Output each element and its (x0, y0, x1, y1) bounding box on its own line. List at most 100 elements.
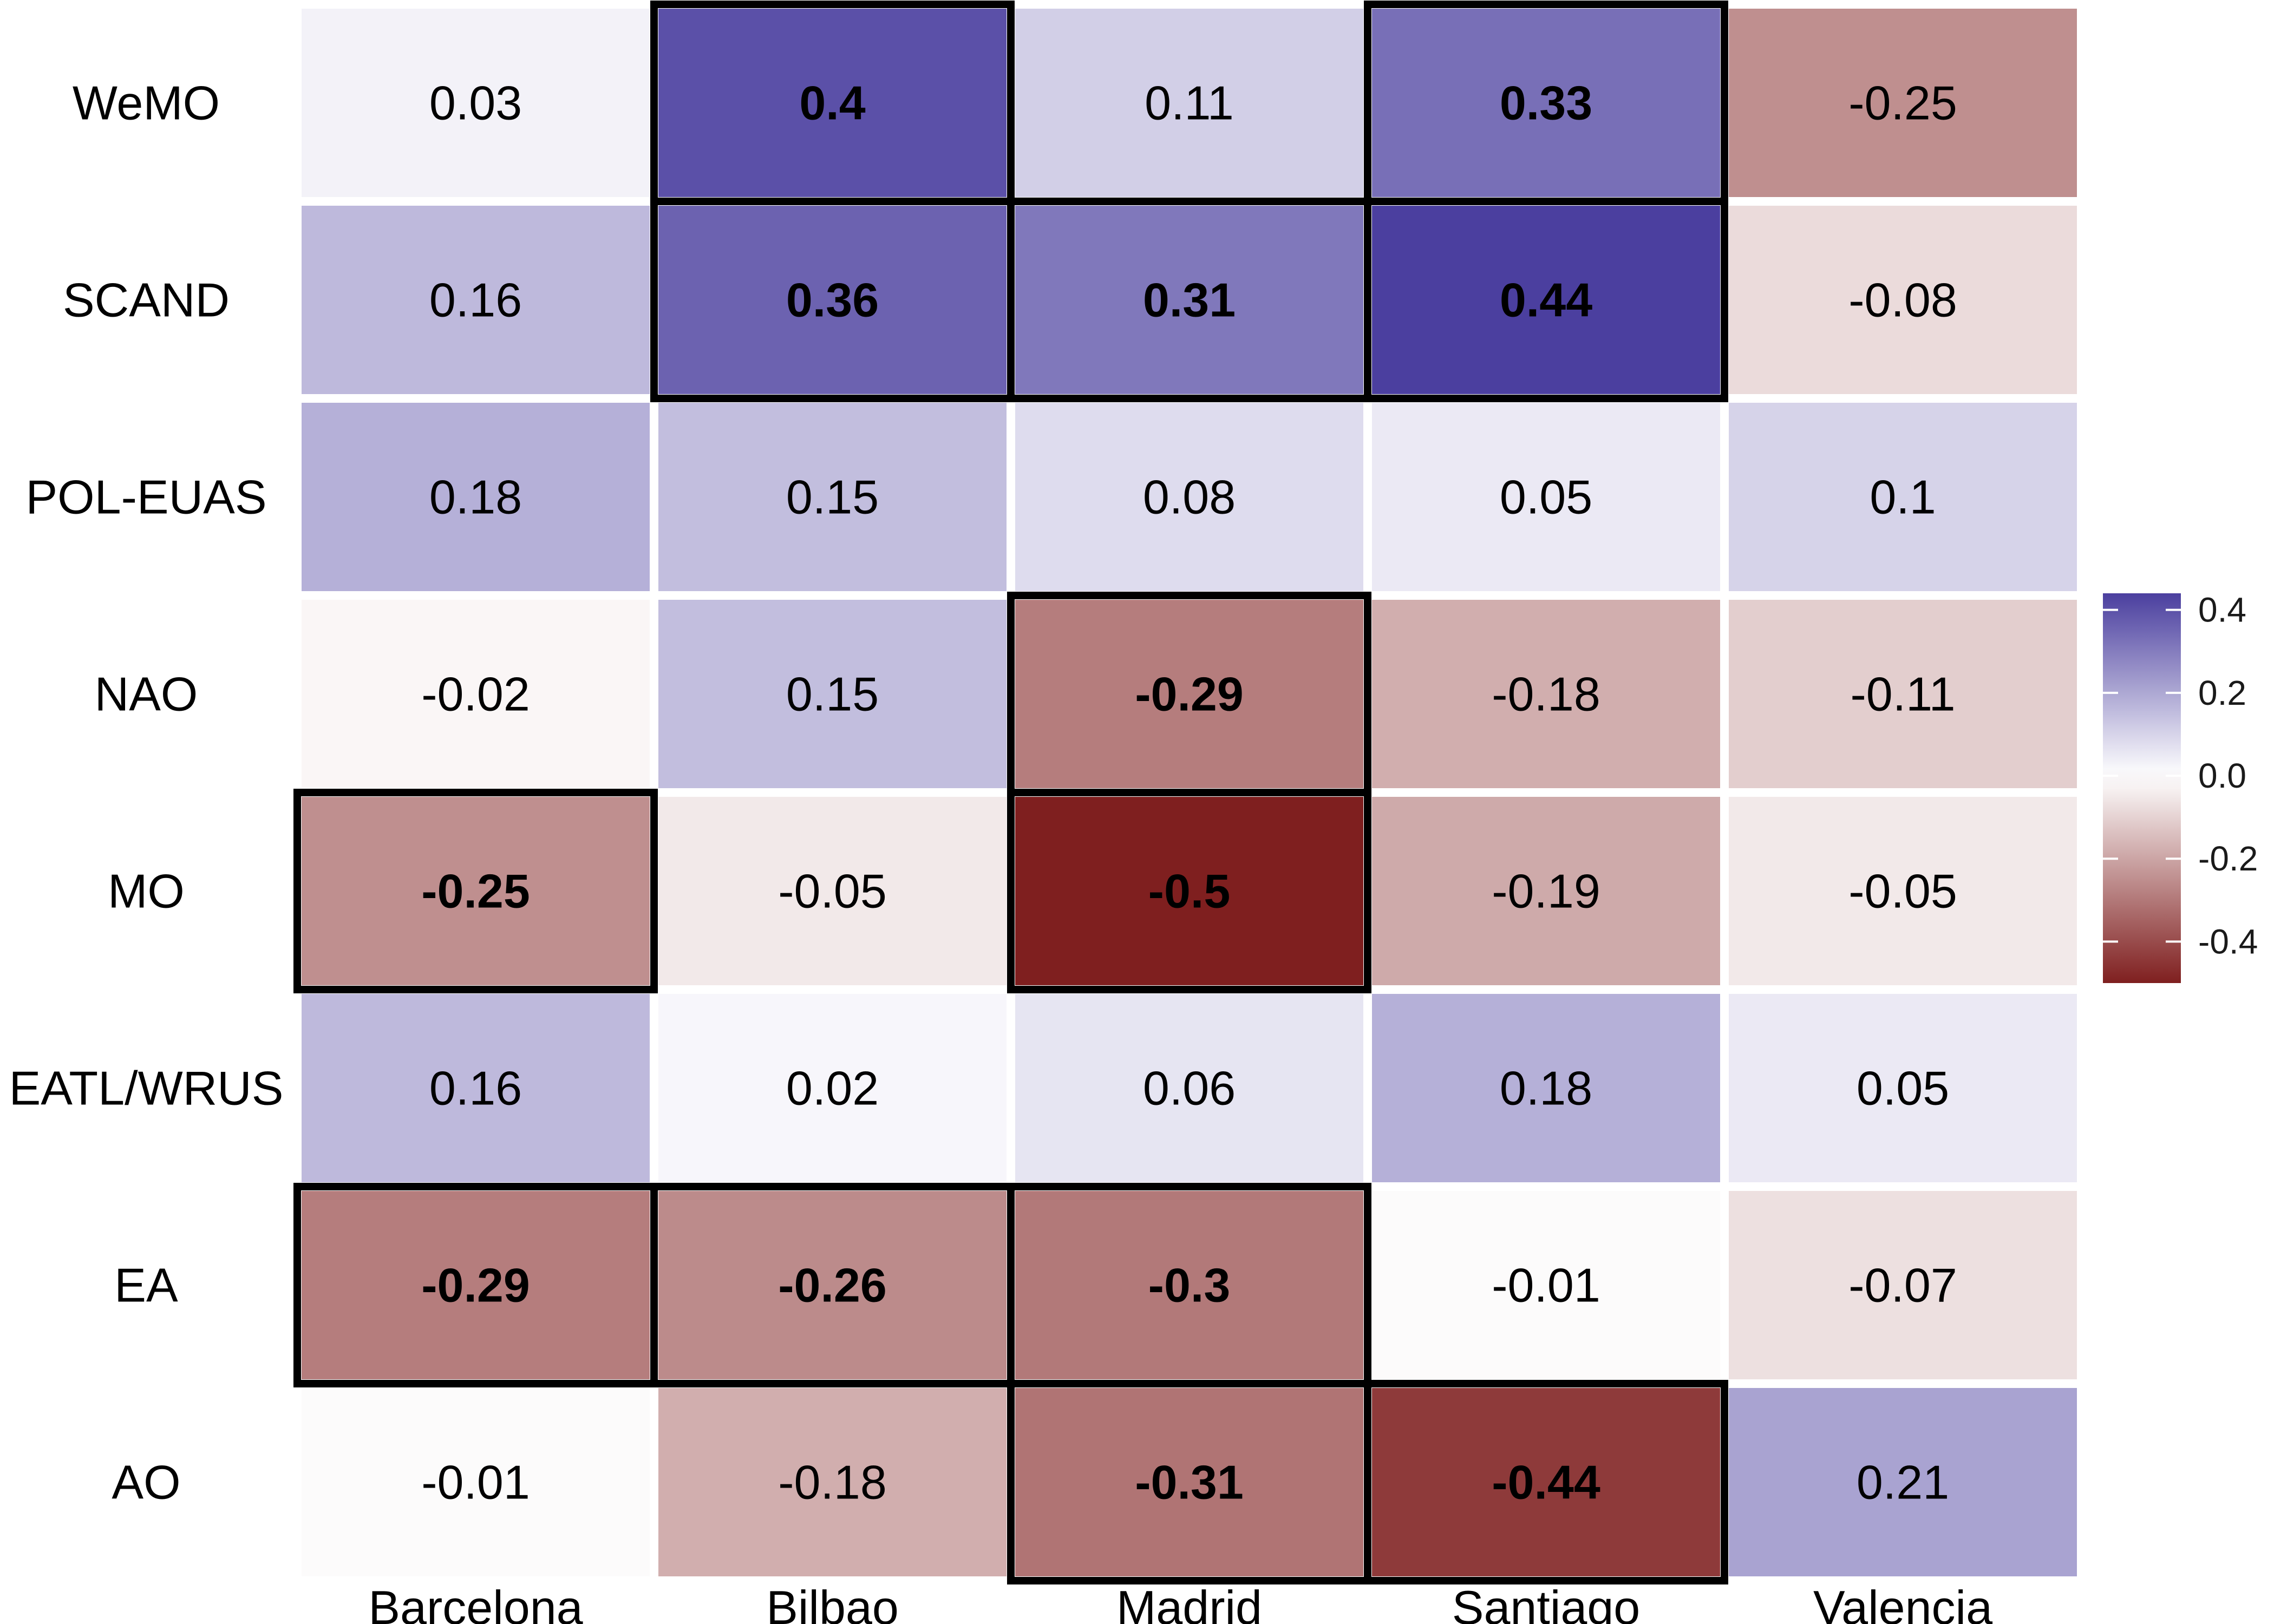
heatmap-cell (302, 994, 650, 1182)
row-label: WeMO (73, 76, 220, 130)
cell-value-label: 0.02 (786, 1062, 879, 1115)
cell-value-label: -0.25 (1848, 76, 1957, 130)
column-label: Bilbao (766, 1581, 899, 1624)
heatmap-cell (1372, 600, 1720, 788)
cell-value-label: 0.05 (1500, 470, 1592, 524)
heatmap-cell (1372, 994, 1720, 1182)
cell-value-label: 0.16 (429, 1062, 522, 1115)
heatmap-cell (1729, 1191, 2077, 1379)
cell-value-label: -0.05 (778, 865, 887, 918)
heatmap-cell (1729, 403, 2077, 591)
cell-value-label: 0.03 (429, 76, 522, 130)
heatmap-cell (1015, 797, 1363, 985)
heatmap-cell (1729, 994, 2077, 1182)
heatmap-cell (302, 206, 650, 394)
significance-border (1364, 198, 1728, 402)
row-label: SCAND (63, 273, 230, 327)
cell-value-label: -0.3 (1148, 1259, 1231, 1312)
cell-value-label: 0.15 (786, 470, 879, 524)
heatmap-cell (1372, 1191, 1720, 1379)
legend-ticks: 0.4 0.2 0.0 -0.2 -0.4 (2103, 591, 2258, 961)
heatmap-cell (1015, 403, 1363, 591)
heatmap-cell (302, 1191, 650, 1379)
color-legend: 0.4 0.2 0.0 -0.2 -0.4 (2103, 591, 2258, 983)
cell-value-label: 0.1 (1870, 470, 1936, 524)
heatmap-cell (1729, 9, 2077, 197)
legend-tick-label: 0.2 (2198, 673, 2246, 712)
cell-value-label: 0.44 (1500, 273, 1592, 327)
legend-color-bar (2103, 593, 2181, 983)
cell-value-label: -0.01 (421, 1456, 530, 1509)
cell-value-label: 0.15 (786, 667, 879, 721)
cell-value-label: 0.4 (799, 76, 865, 130)
cell-value-label: 0.18 (1500, 1062, 1592, 1115)
heatmap-cell (302, 600, 650, 788)
cell-value-label: 0.21 (1857, 1456, 1949, 1509)
row-label: POL-EUAS (25, 470, 266, 524)
heatmap-cell (1015, 206, 1363, 394)
cell-value-label: 0.06 (1143, 1062, 1236, 1115)
cell-value-label: -0.25 (421, 865, 530, 918)
column-axis-labels: Barcelona Bilbao Madrid Santiago Valencia (368, 1581, 1992, 1624)
cell-value-label: -0.31 (1135, 1456, 1244, 1509)
heatmap-cells (302, 9, 2077, 1576)
cell-value-label: 0.16 (429, 273, 522, 327)
heatmap-cell (302, 9, 650, 197)
heatmap-cell (302, 797, 650, 985)
cell-value-label: 0.36 (786, 273, 879, 327)
significance-borders (293, 1, 1728, 1584)
heatmap-cell (658, 994, 1007, 1182)
column-label: Santiago (1452, 1581, 1640, 1624)
heatmap-cell (302, 403, 650, 591)
cell-value-label: -0.18 (778, 1456, 887, 1509)
legend-tick-label: -0.2 (2198, 839, 2258, 878)
heatmap-cell (658, 1191, 1007, 1379)
heatmap-cell (1015, 9, 1363, 197)
heatmap-cell (658, 9, 1007, 197)
heatmap-cell (658, 206, 1007, 394)
cell-value-label: 0.11 (1145, 76, 1234, 130)
heatmap-cell (1015, 994, 1363, 1182)
heatmap-cell (658, 600, 1007, 788)
legend-tick-label: 0.0 (2198, 756, 2246, 795)
cell-value-label: 0.18 (429, 470, 522, 524)
cell-value-label: 0.05 (1857, 1062, 1949, 1115)
heatmap-cell (1372, 797, 1720, 985)
cell-value-label: -0.07 (1848, 1259, 1957, 1312)
heatmap-cell (1015, 1191, 1363, 1379)
row-label: EA (114, 1259, 178, 1312)
heatmap-cell (1372, 1388, 1720, 1576)
cell-value-label: -0.5 (1148, 865, 1231, 918)
heatmap-cell (1372, 206, 1720, 394)
heatmap-cell (1729, 600, 2077, 788)
heatmap-cell (658, 1388, 1007, 1576)
heatmap-cell (1729, 797, 2077, 985)
column-label: Madrid (1116, 1581, 1262, 1624)
cell-value-label: -0.05 (1848, 865, 1957, 918)
heatmap-cell (1015, 600, 1363, 788)
cell-value-label: -0.26 (778, 1259, 887, 1312)
heatmap-cell (658, 403, 1007, 591)
heatmap-cell (1729, 206, 2077, 394)
cell-value-label: -0.44 (1492, 1456, 1600, 1509)
significance-border (1364, 1380, 1728, 1584)
row-label: MO (108, 865, 185, 918)
cell-value-label: -0.19 (1492, 865, 1600, 918)
cell-value-label: -0.29 (421, 1259, 530, 1312)
row-axis-labels: WeMO SCAND POL-EUAS NAO MO EATL/WRUS EA AO (9, 76, 284, 1509)
heatmap-cell (658, 797, 1007, 985)
row-label: EATL/WRUS (9, 1062, 284, 1115)
heatmap-cell (1729, 1388, 2077, 1576)
cell-value-label: -0.29 (1135, 667, 1244, 721)
cell-value-label: 0.08 (1143, 470, 1236, 524)
cell-value-label: -0.18 (1492, 667, 1600, 721)
significance-border (1007, 789, 1371, 993)
cell-value-label: 0.31 (1143, 273, 1236, 327)
row-label: AO (112, 1456, 180, 1509)
cell-value-label: -0.02 (421, 667, 530, 721)
column-label: Barcelona (368, 1581, 583, 1624)
heatmap-cell (1372, 403, 1720, 591)
column-label: Valencia (1813, 1581, 1992, 1624)
legend-tick-label: 0.4 (2198, 591, 2246, 630)
